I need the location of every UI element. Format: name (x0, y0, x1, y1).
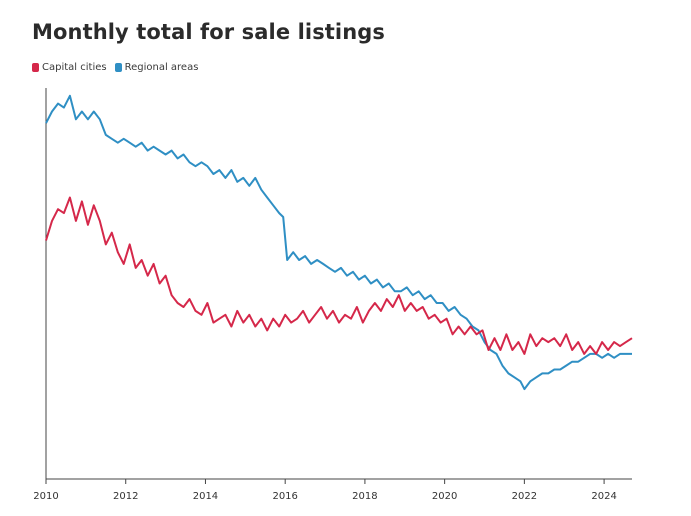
legend-swatch-capital-cities (32, 63, 39, 72)
x-tick-label-2010: 2010 (33, 491, 58, 502)
x-tick-label-2020: 2020 (432, 491, 457, 502)
x-tick-label-2014: 2014 (193, 491, 218, 502)
x-tick-label-2016: 2016 (272, 491, 297, 502)
legend-swatch-regional-areas (114, 63, 122, 72)
legend-item-capital-cities: Capital cities (32, 62, 107, 73)
legend: Capital cities Regional areas (32, 62, 206, 73)
x-tick-label-2024: 2024 (591, 491, 616, 502)
series-line-capital-cities (45, 196, 633, 355)
series-lines (45, 94, 633, 391)
x-tick-label-2022: 2022 (512, 491, 537, 502)
x-tick-label-2012: 2012 (113, 491, 138, 502)
legend-label-regional-areas: Regional areas (124, 62, 199, 73)
series-line-regional-areas (45, 94, 632, 391)
legend-item-regional-areas: Regional areas (114, 62, 199, 73)
legend-label-capital-cities: Capital cities (42, 62, 107, 73)
x-axis-ticks: 2010 2012 2014 2016 2018 2020 2022 2024 (33, 479, 617, 502)
chart-title: Monthly total for sale listings (32, 20, 386, 44)
x-tick-label-2018: 2018 (352, 491, 377, 502)
